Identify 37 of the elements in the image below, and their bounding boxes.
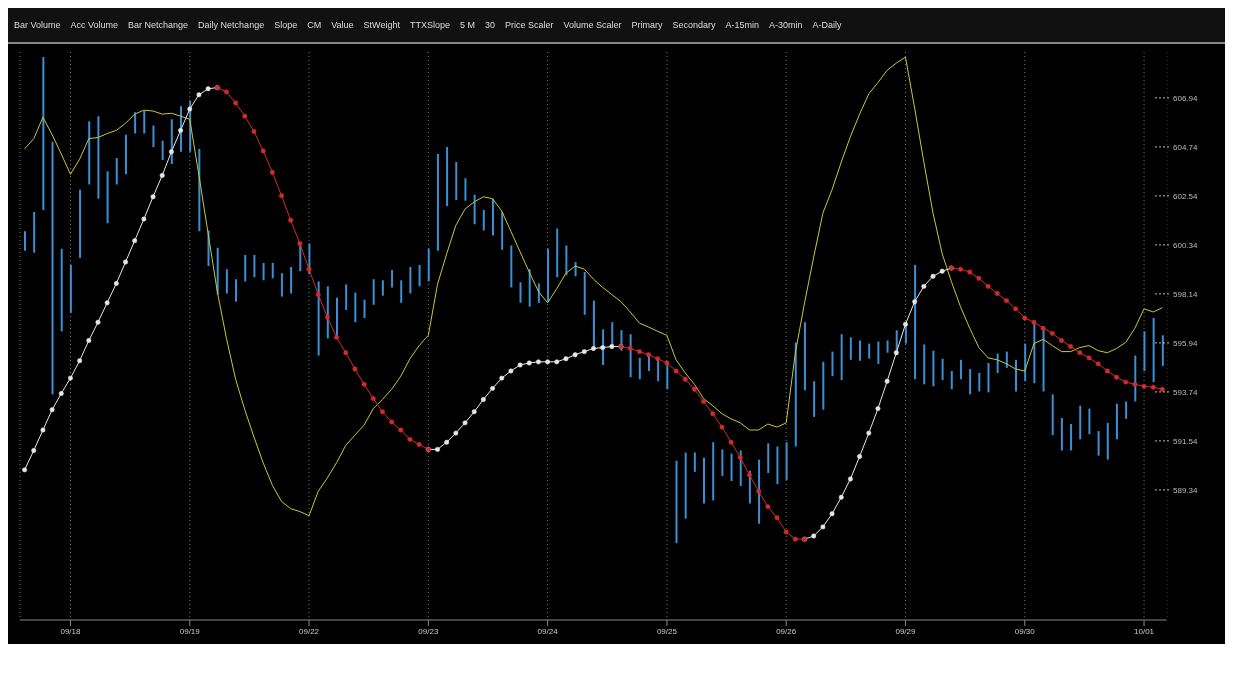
x-tick-label: 09/29 [895,626,917,636]
x-tick-label: 09/30 [1014,626,1036,636]
x-tick-label: 09/24 [537,626,559,636]
text: Acc Volume [70,20,119,30]
x-tick-label: 09/18 [60,626,82,636]
text: A-15min [725,20,760,30]
text: TTXSlope [409,20,450,30]
text: Value [331,20,354,30]
y-tick-label: 593.74 [1173,387,1199,397]
text: 5 M [459,20,475,30]
text: Volume Scaler [563,20,622,30]
text: Bar Netchange [128,20,189,30]
text: A-Daily [812,20,842,30]
text: StWeight [363,20,400,30]
text: 30 [484,20,495,30]
x-tick-label: 09/23 [418,626,439,636]
y-tick-label: 589.34 [1173,485,1199,495]
x-tick-label: 09/19 [179,626,201,636]
text: A-30min [769,20,803,30]
y-tick-label: 604.74 [1173,142,1199,152]
y-tick-label: 598.14 [1173,289,1199,299]
x-tick-label: 10/01 [1134,626,1155,636]
y-tick-label: 606.94 [1173,93,1199,103]
y-tick-label: 595.94 [1173,338,1199,348]
y-tick-label: 600.34 [1173,240,1199,250]
text: Bar Volume [14,20,61,30]
text: Price Scaler [504,20,554,30]
text: CM [307,20,322,30]
text: Primary [631,20,663,30]
x-tick-label: 09/22 [299,626,320,636]
x-tick-label: 09/25 [656,626,678,636]
text: Daily Netchange [198,20,265,30]
x-tick-label: 09/26 [776,626,797,636]
text: Secondary [672,20,716,30]
y-tick-label: 591.54 [1173,436,1199,446]
text: Slope [274,20,298,30]
y-tick-label: 602.54 [1173,191,1199,201]
